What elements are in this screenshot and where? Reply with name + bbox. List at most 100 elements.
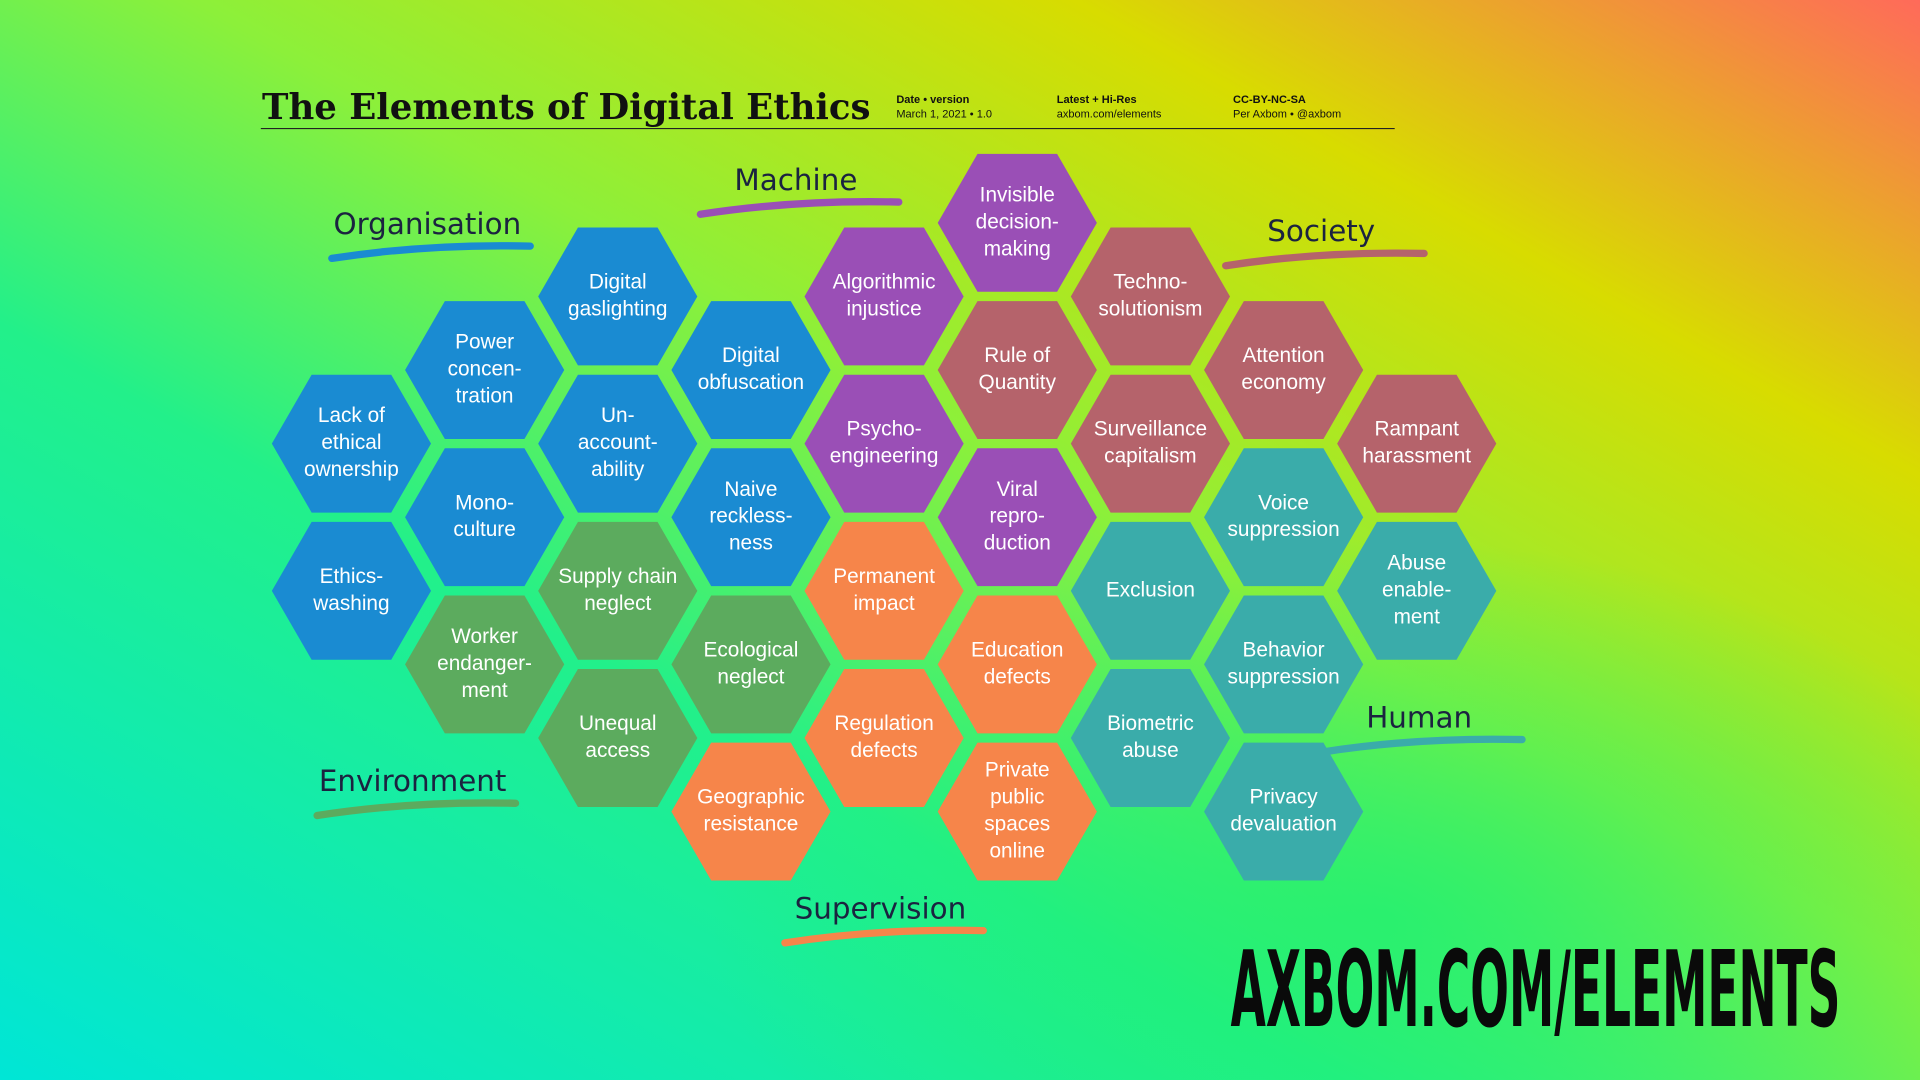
element-hex: Worker endanger-ment (405, 595, 565, 734)
element-hex: Power concen-tration (405, 301, 565, 439)
element-hex: Supply chain neglect (538, 521, 698, 660)
hexagon (1204, 301, 1364, 439)
hex-label: ethical (321, 431, 381, 454)
element-hex: Invisible decision-making (937, 153, 1097, 292)
hex-label: duction (984, 532, 1051, 555)
group-label: Supervision (795, 891, 967, 925)
hex-label: public (990, 786, 1044, 809)
element-hex: Attention economy (1204, 301, 1364, 439)
hex-label: Digital (722, 344, 780, 367)
title: The Elements of Digital Ethics (262, 87, 870, 128)
hex-label: reckless- (709, 505, 792, 528)
hexagon (937, 595, 1097, 734)
element-hex: Digital obfuscation (671, 301, 831, 439)
element-hex: Abuse enable-ment (1337, 521, 1497, 660)
hex-label: concen- (448, 358, 522, 381)
hex-label: access (585, 739, 650, 762)
hex-label: Biometric (1107, 712, 1194, 735)
element-hex: Naive reckless-ness (671, 448, 831, 587)
hex-label: Ethics- (320, 565, 384, 588)
hex-label: making (984, 237, 1051, 260)
hexagon (538, 669, 698, 807)
hex-label: Abuse (1387, 551, 1446, 574)
hexagon (538, 227, 698, 366)
hexagon (1070, 521, 1230, 660)
group-underline (1320, 735, 1526, 756)
hex-label: Voice (1258, 491, 1309, 514)
element-hex: Voice suppression (1204, 448, 1364, 587)
element-hex: Private public spaces online (937, 742, 1097, 881)
element-hex: Privacy devaluation (1204, 742, 1364, 881)
hex-label: impact (853, 592, 914, 615)
hex-label: Ecological (704, 638, 799, 661)
hexagon (671, 742, 831, 881)
hex-label: ment (1394, 605, 1440, 628)
group-underline (328, 242, 534, 263)
group-label: Machine (734, 163, 857, 197)
hex-label: ness (729, 532, 773, 555)
group-underline (696, 198, 903, 218)
element-hex: Mono-culture (405, 448, 565, 587)
hex-label: endanger- (437, 652, 532, 675)
group-underline (781, 926, 987, 947)
element-hex: Exclusion (1070, 521, 1230, 660)
hex-label: Surveillance (1094, 418, 1207, 441)
hexagon (804, 669, 964, 807)
hex-label: neglect (584, 592, 651, 615)
element-hex: Digital gaslighting (538, 227, 698, 366)
element-hex: Geographic resistance (671, 742, 831, 881)
hexagon (1070, 374, 1230, 513)
hex-label: Supply chain (558, 565, 677, 588)
hex-label: Un- (601, 404, 635, 427)
hex-label: ownership (304, 458, 399, 481)
hex-label: culture (453, 518, 515, 541)
hex-label: neglect (717, 665, 784, 688)
element-hex: Education defects (937, 595, 1097, 734)
group-label: Organisation (334, 207, 522, 241)
hex-label: enable- (1382, 578, 1451, 601)
element-hex: Techno-solutionism (1070, 227, 1230, 366)
element-hex: Regulation defects (804, 669, 964, 807)
hex-label: Unequal (579, 712, 656, 735)
hexagon (1337, 374, 1497, 513)
hex-label: economy (1241, 371, 1326, 394)
hex-label: engineering (830, 445, 939, 468)
hex-label: Permanent (833, 565, 935, 588)
element-hex: Ecological neglect (671, 595, 831, 734)
hex-label: resistance (704, 813, 799, 836)
element-hex: Lack of ethical ownership (271, 374, 432, 513)
element-hex: Permanent impact (804, 521, 964, 660)
hex-label: capitalism (1104, 445, 1196, 468)
element-hex: Psycho-engineering (804, 374, 964, 513)
hex-label: injustice (847, 297, 922, 320)
hexagon (1070, 227, 1230, 366)
hexagon (1204, 448, 1364, 587)
hex-label: Naive (724, 478, 777, 501)
element-hex: Rule of Quantity (937, 301, 1097, 439)
hex-label: suppression (1228, 518, 1340, 541)
hex-label: defects (984, 665, 1051, 688)
element-hex: Behavior suppression (1204, 595, 1364, 734)
meta-value: axbom.com/elements (1057, 109, 1162, 121)
group-underline (1222, 249, 1428, 270)
hex-label: washing (312, 592, 389, 615)
hex-label: Power (455, 331, 514, 354)
hexagon (271, 374, 432, 513)
meta-label: CC-BY-NC-SA (1233, 94, 1306, 106)
hexagon (804, 521, 964, 660)
hex-label: spaces (984, 813, 1050, 836)
hex-label: Quantity (979, 371, 1057, 394)
hex-label: Private (985, 759, 1050, 782)
hex-label: ability (591, 458, 645, 481)
hexagon (1204, 742, 1364, 881)
hex-label: Mono- (455, 491, 514, 514)
hex-label: harassment (1362, 445, 1471, 468)
hex-label: devaluation (1230, 813, 1336, 836)
element-hex: Un-account-ability (538, 374, 698, 513)
hexagon (937, 301, 1097, 439)
hex-label: Rampant (1375, 418, 1460, 441)
element-hex: Rampant harassment (1337, 374, 1497, 513)
meta-value: Per Axbom • @axbom (1233, 109, 1341, 121)
hexagon (671, 448, 831, 587)
